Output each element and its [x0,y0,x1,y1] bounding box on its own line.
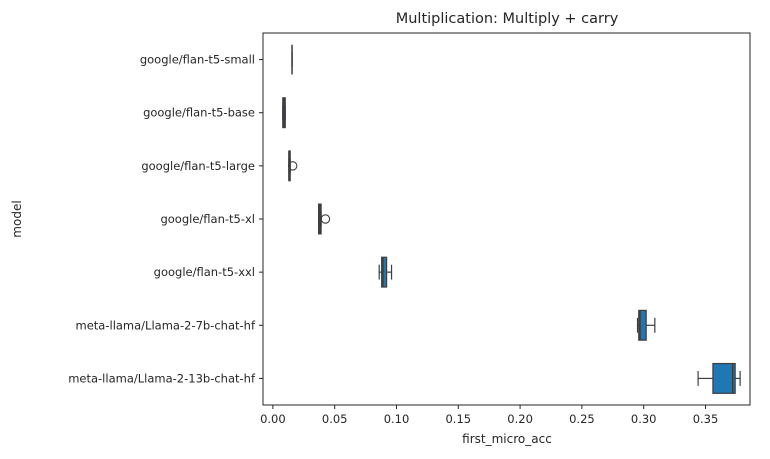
box-group [636,309,656,341]
x-tick-label: 0.25 [569,412,595,426]
y-tick-label: google/flan-t5-large [141,159,255,173]
plot-frame [262,32,751,406]
box [712,362,736,394]
y-tick-label: google/flan-t5-xxl [154,265,255,279]
y-tick-label: google/flan-t5-base [143,106,255,120]
x-tick-label: 0.35 [693,412,719,426]
outlier-point [287,161,298,171]
y-tick-label: meta-llama/Llama-2-13b-chat-hf [68,371,256,385]
box-group [318,203,331,235]
outlier-point [320,214,331,224]
y-tick-label: google/flan-t5-small [140,53,255,67]
x-tick-label: 0.00 [260,412,286,426]
y-tick-label: google/flan-t5-xl [160,212,255,226]
x-tick-label: 0.15 [445,412,471,426]
x-axis: 0.00 0.05 0.10 0.15 0.20 0.25 0.30 0.35 [260,405,718,426]
box-group [697,362,741,394]
x-tick-label: 0.30 [631,412,657,426]
chart-title: Multiplication: Multiply + carry [396,11,619,27]
x-tick-label: 0.05 [322,412,348,426]
x-tick-label: 0.20 [507,412,533,426]
box [638,309,647,341]
box [381,256,388,288]
x-axis-label: first_micro_acc [462,432,552,446]
y-axis: google/flan-t5-small google/flan-t5-base g… [68,53,263,385]
x-tick-label: 0.10 [384,412,410,426]
boxes-layer [282,44,741,394]
box-group [282,97,286,129]
box-group [378,256,393,288]
box-group [287,150,298,182]
y-tick-label: meta-llama/Llama-2-7b-chat-hf [76,318,256,332]
y-axis-label: model [10,200,24,237]
